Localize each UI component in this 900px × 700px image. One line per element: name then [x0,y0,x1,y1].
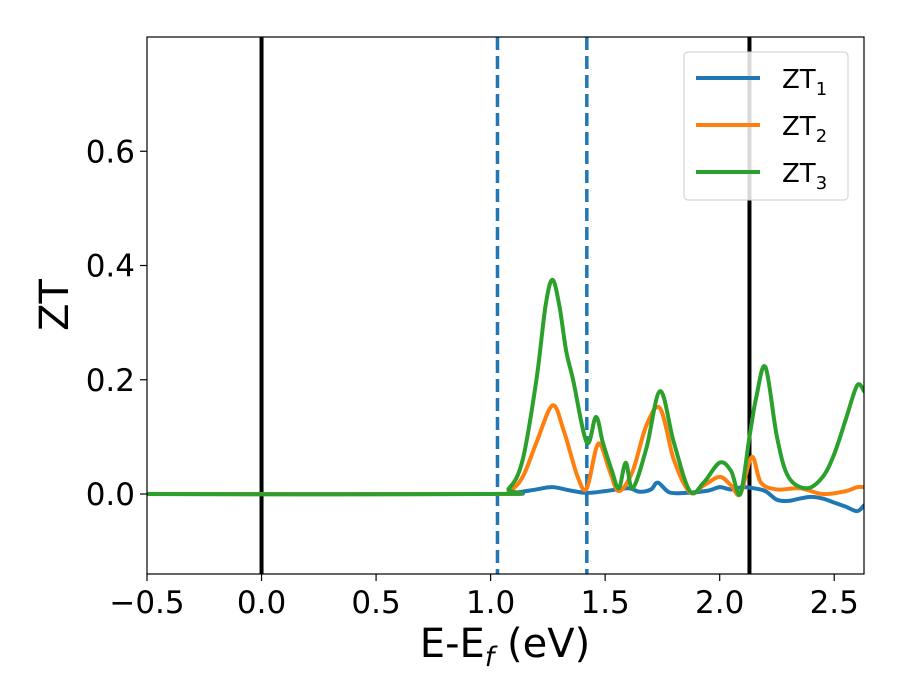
plot-frame [146,36,865,575]
legend-box [683,51,849,201]
legend-label-zt2: ZT2 [782,112,827,147]
legend-label-zt3: ZT3 [782,159,827,194]
series-line-zt2 [147,403,864,498]
x-tick-label: 2.5 [810,585,859,621]
x-tick-label: 1.5 [580,585,629,621]
y-tick-label: 0.2 [86,363,135,399]
legend: ZT1 ZT2 ZT3 [683,51,849,201]
x-tick-label: 0.0 [237,585,286,621]
x-tick-label: −0.5 [109,585,184,621]
y-axis: 0.0 0.2 0.4 0.6 [86,134,147,513]
x-axis-title: E-Ef (eV) [420,621,590,673]
x-tick-label: 1.0 [466,585,515,621]
y-tick-label: 0.0 [86,477,135,513]
y-tick-label: 0.4 [86,249,135,285]
x-tick-label: 0.5 [351,585,400,621]
y-tick-label: 0.6 [86,134,135,170]
legend-label-zt1: ZT1 [782,65,827,100]
series-line-zt1 [147,480,864,514]
x-tick-label: 2.0 [695,585,744,621]
x-axis: −0.5 0.0 0.5 1.0 1.5 2.0 2.5 [109,574,859,621]
y-axis-title: ZT [32,279,78,331]
series-layer [147,277,864,514]
series-line-zt3 [147,277,864,497]
